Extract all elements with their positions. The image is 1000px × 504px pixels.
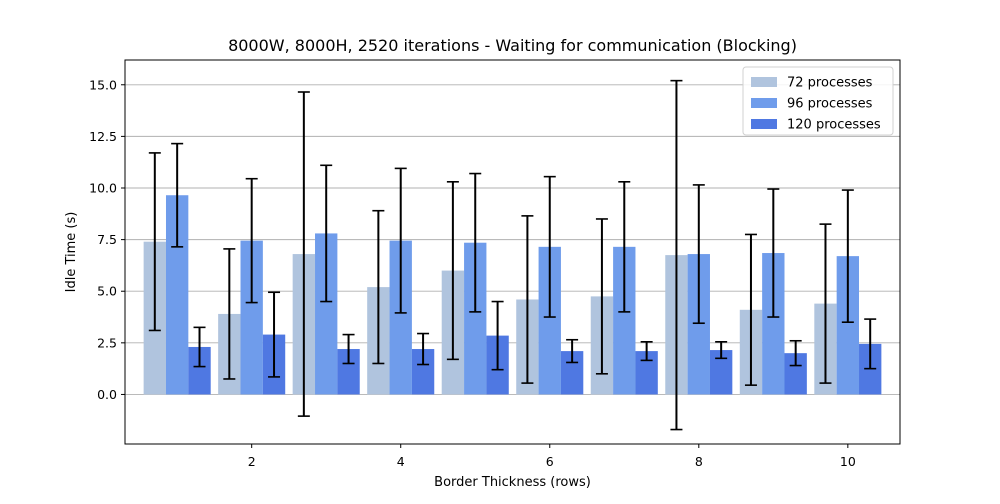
legend-swatch-3 (751, 119, 777, 129)
error-bar-s2-8 (692, 184, 705, 325)
error-bar-s1-8 (670, 79, 683, 431)
error-bar-s2-4 (394, 167, 407, 314)
error-bar-s3-2 (268, 291, 281, 378)
x-tick-label-1: 4 (397, 454, 405, 469)
error-bars (148, 79, 877, 431)
error-bar-s3-5 (491, 300, 504, 371)
bar-s2-10 (836, 256, 860, 395)
x-tick-label-3: 8 (695, 454, 703, 469)
error-bar-s2-6 (543, 175, 556, 318)
bar-s3-3 (337, 349, 360, 395)
legend-label-3: 120 processes (787, 118, 881, 133)
error-bar-s3-7 (640, 341, 653, 362)
error-bar-s1-2 (223, 248, 236, 380)
x-axis-label: Border Thickness (rows) (434, 475, 591, 490)
chart-title: 8000W, 8000H, 2520 iterations - Waiting … (228, 36, 797, 55)
y-tick-label-3: 7.5 (97, 232, 117, 247)
bar-s3-9 (784, 353, 807, 395)
error-bar-s2-1 (171, 142, 184, 248)
legend-label-2: 96 processes (787, 97, 873, 112)
error-bar-s2-3 (320, 164, 333, 303)
bar-s2-9 (762, 253, 785, 395)
error-bar-s2-9 (767, 188, 780, 318)
legend: 72 processes 96 processes 120 processes (742, 66, 894, 136)
y-axis-label: Idle Time (s) (64, 212, 79, 293)
x-tick-label-4: 10 (840, 454, 856, 469)
y-tick-label-1: 2.5 (97, 335, 117, 350)
bar-s2-8 (687, 254, 710, 395)
y-tick-label-2: 5.0 (97, 284, 117, 299)
error-bar-s2-2 (245, 177, 258, 304)
bar-s2-4 (389, 240, 412, 395)
bar-s2-3 (315, 233, 338, 395)
error-bar-s1-6 (521, 215, 534, 384)
error-bar-s1-9 (744, 233, 757, 386)
bar-s3-7 (635, 351, 658, 395)
error-bar-s2-5 (469, 172, 482, 313)
error-bar-s3-1 (193, 326, 206, 368)
error-bar-s1-7 (595, 218, 608, 375)
y-tick-label-0: 0.0 (97, 387, 117, 402)
bar-s2-2 (240, 240, 263, 395)
error-bar-s1-4 (372, 209, 385, 365)
error-bar-s3-6 (566, 338, 579, 364)
legend-label-1: 72 processes (787, 76, 873, 91)
x-axis-ticks: 2 4 6 8 10 (248, 444, 856, 469)
x-tick-label-2: 6 (546, 454, 554, 469)
error-bar-s3-10 (864, 318, 877, 370)
bar-s2-1 (165, 195, 189, 395)
error-bar-s3-3 (342, 333, 355, 365)
error-bar-s2-7 (618, 181, 631, 313)
y-axis-ticks: 0.0 2.5 5.0 7.5 10.0 12.5 15.0 (89, 77, 125, 402)
error-bar-s2-10 (841, 189, 854, 323)
error-bar-s1-1 (148, 152, 161, 332)
legend-swatch-1 (751, 77, 777, 87)
y-tick-label-5: 12.5 (89, 129, 117, 144)
bar-s2-7 (613, 246, 636, 395)
bar-s3-8 (709, 350, 733, 395)
error-bar-s3-9 (789, 339, 802, 367)
plot-frame (124, 59, 901, 445)
bar-s2-6 (538, 246, 561, 395)
legend-swatch-2 (751, 98, 777, 108)
bar-s2-5 (464, 242, 487, 395)
x-tick-label-0: 2 (248, 454, 256, 469)
y-tick-label-6: 15.0 (89, 77, 117, 92)
bars (143, 195, 882, 395)
error-bar-s3-8 (715, 341, 728, 360)
error-bar-s3-4 (417, 332, 430, 366)
bar-s3-1 (188, 346, 211, 395)
error-bar-s1-5 (446, 181, 459, 361)
y-tick-label-4: 10.0 (89, 181, 117, 196)
error-bar-s1-3 (297, 91, 310, 417)
error-bar-s1-10 (819, 223, 832, 384)
legend-box (742, 66, 894, 136)
bar-s3-4 (411, 349, 435, 395)
